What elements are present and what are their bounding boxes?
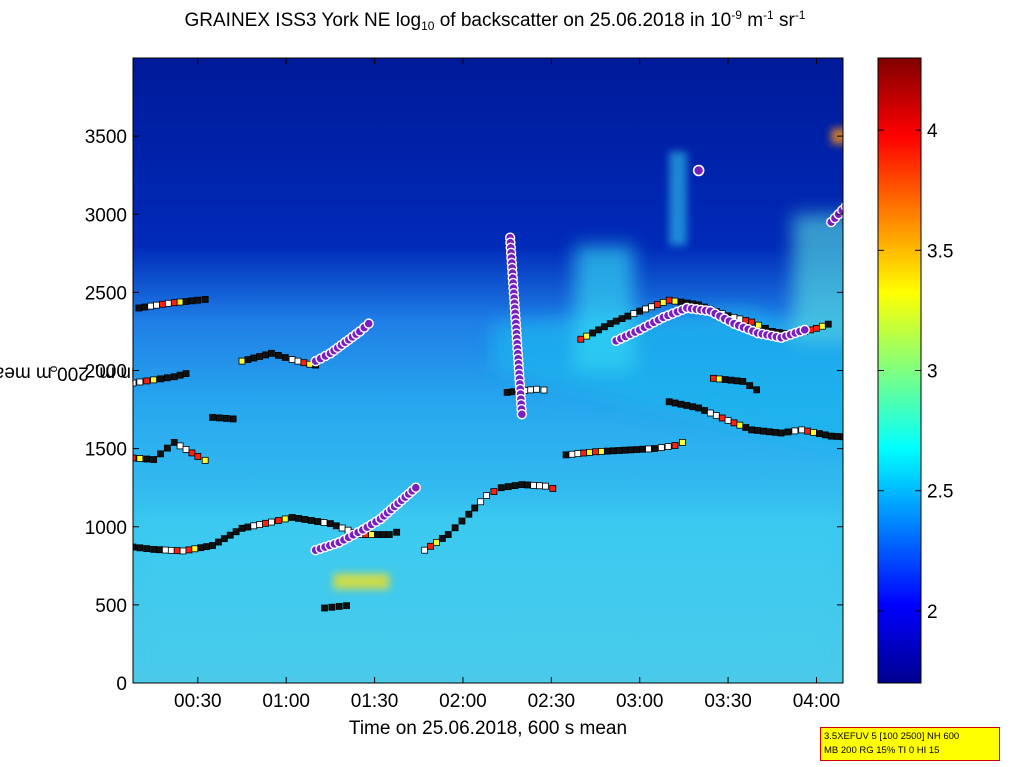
y-tick-label: 500 [95,596,127,617]
colorbar-tick: 2 [878,602,938,623]
title-sup3: -1 [794,8,806,22]
x-tick: 01:30 [351,58,399,712]
y-axis: 0 500 1000 1500 2000 2500 3000 3500 [85,127,843,695]
layer-5 [209,413,237,423]
x-tick: 03:00 [616,58,664,712]
layer-13 [946,394,979,406]
colorbar-tick: 4 [878,121,938,142]
y-tick-label: 3500 [85,127,127,148]
chart-title: GRAINEX ISS3 York NE log10 of backscatte… [0,8,990,33]
info-line-1: 3.5XEFUV 5 [100 2500] NH 600 [824,731,960,742]
x-tick: 01:00 [262,58,310,712]
colorbar-tick: 2.5 [878,482,953,503]
colorbar [877,57,922,684]
x-tick-label: 01:30 [351,691,399,712]
layer-19 [321,602,350,612]
title-mid3: sr [773,10,795,31]
x-axis: 00:30 01:00 01:30 02:00 02:30 03:00 03:30 04:00 [174,58,840,712]
x-tick-label: 02:00 [439,691,487,712]
title-prefix: GRAINEX ISS3 York NE log [184,10,422,31]
y-tick: 500 [95,596,843,617]
x-tick-label: 04:00 [793,691,841,712]
x-tick-label: 00:30 [174,691,222,712]
backscatter-heatmap [133,58,843,683]
y-tick-label: 2000 [85,362,127,383]
layer-7 [421,481,557,554]
layer-14 [955,563,1023,577]
heatmap-structures [133,214,843,683]
y-tick-label: 0 [116,674,127,695]
x-tick: 02:00 [439,58,487,712]
layer-10 [665,398,843,441]
y-tick-label: 2500 [85,283,127,304]
cloud-track-2 [310,482,422,556]
x-tick: 02:30 [528,58,576,712]
colorbar-tick-label: 2.5 [927,482,953,503]
layer-3 [133,370,190,387]
y-tick: 2500 [85,283,843,304]
y-tick-label: 1500 [85,440,127,461]
y-tick: 1500 [85,440,843,461]
title-sup2: -1 [763,8,774,22]
colorbar-axis: 2 2.5 3 3.5 4 [878,121,953,623]
colorbar-tick-label: 3.5 [927,241,953,262]
colorbar-tick-label: 4 [927,121,938,142]
x-tick: 03:30 [704,58,752,712]
layer-2 [133,438,209,464]
x-tick-label: 03:00 [616,691,664,712]
cloud-track-3 [610,302,810,347]
layer-11 [709,374,760,394]
layer-4 [135,296,209,312]
x-tick: 04:00 [793,58,841,712]
y-tick: 2000 [85,362,843,383]
layer-markers [133,164,1023,612]
colorbar-tick-label: 2 [927,602,938,623]
y-tick: 3000 [85,205,843,226]
y-tick-label: 3000 [85,205,127,226]
colorbar-tick: 3.5 [878,241,953,262]
cloud-track-16 [504,232,528,420]
cloud-track-1 [310,318,374,367]
info-line-2: MB 200 RG 15% TI 0 HI 15 [824,745,940,756]
title-sub: 10 [421,19,435,33]
x-tick-label: 03:30 [704,691,752,712]
x-tick: 00:30 [174,58,222,712]
y-tick: 3500 [85,127,843,148]
title-sup1: -9 [731,8,742,22]
x-tick-label: 02:30 [528,691,576,712]
y-tick: 0 [116,674,843,695]
x-tick-label: 01:00 [262,691,310,712]
y-tick-label: 1000 [85,518,127,539]
x-axis-label: Time on 25.06.2018, 600 s mean [348,718,628,739]
title-mid2: m [741,10,764,31]
y-tick: 1000 [85,518,843,539]
cloud-track-17 [692,164,705,177]
colorbar-tick-label: 3 [927,362,938,383]
title-mid: of backscatter on 25.06.2018 in 10 [434,10,732,31]
layer-8 [562,438,686,459]
info-box: 3.5XEFUV 5 [100 2500] NH 600 MB 200 RG 1… [820,727,1000,761]
colorbar-tick: 3 [878,362,938,383]
